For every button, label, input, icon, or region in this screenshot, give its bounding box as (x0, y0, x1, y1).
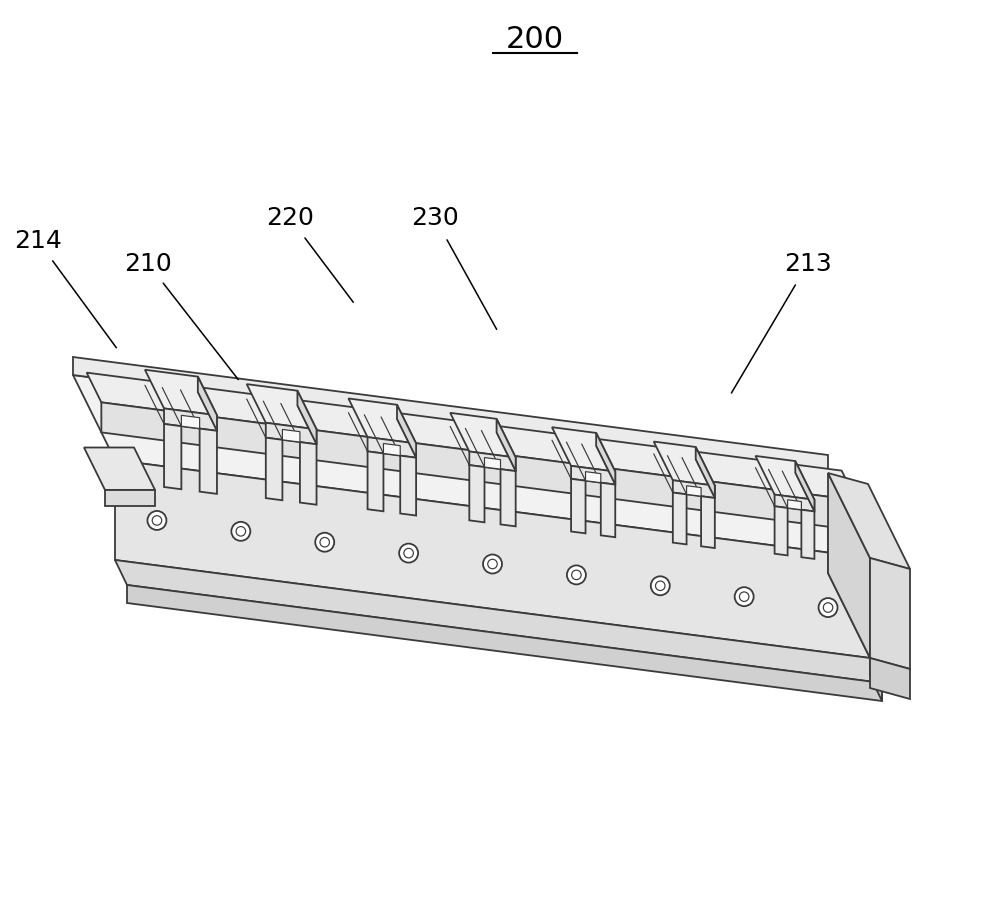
Polygon shape (795, 461, 814, 512)
Circle shape (147, 511, 166, 530)
Polygon shape (801, 510, 814, 559)
Polygon shape (73, 375, 870, 558)
Text: 230: 230 (411, 206, 459, 230)
Polygon shape (164, 408, 217, 431)
Polygon shape (571, 479, 586, 534)
Polygon shape (181, 415, 200, 428)
Polygon shape (368, 452, 383, 511)
Polygon shape (73, 357, 828, 473)
Polygon shape (297, 391, 317, 445)
Text: 200: 200 (506, 25, 564, 55)
Polygon shape (450, 413, 516, 457)
Polygon shape (84, 447, 155, 490)
Polygon shape (127, 585, 882, 701)
Text: 213: 213 (784, 252, 832, 275)
Polygon shape (870, 558, 910, 669)
Polygon shape (145, 370, 217, 415)
Text: 214: 214 (14, 229, 62, 253)
Polygon shape (775, 494, 814, 512)
Circle shape (567, 565, 586, 584)
Polygon shape (828, 473, 870, 658)
Polygon shape (484, 457, 501, 469)
Polygon shape (266, 423, 317, 445)
Polygon shape (755, 456, 814, 500)
Polygon shape (596, 433, 615, 484)
Polygon shape (87, 373, 856, 500)
Circle shape (735, 587, 754, 606)
Polygon shape (101, 403, 856, 530)
Polygon shape (198, 376, 217, 431)
Polygon shape (164, 424, 181, 489)
Circle shape (315, 533, 334, 552)
Polygon shape (654, 442, 715, 485)
Polygon shape (383, 444, 400, 455)
Polygon shape (469, 452, 516, 471)
Circle shape (651, 576, 670, 595)
Polygon shape (200, 428, 217, 494)
Polygon shape (687, 485, 701, 496)
Polygon shape (870, 658, 882, 701)
Polygon shape (673, 493, 687, 544)
Circle shape (483, 554, 502, 574)
Polygon shape (368, 437, 416, 458)
Polygon shape (696, 447, 715, 498)
Polygon shape (775, 506, 788, 555)
Polygon shape (115, 560, 882, 683)
Polygon shape (497, 419, 516, 471)
Circle shape (399, 544, 418, 563)
Polygon shape (115, 460, 870, 658)
Polygon shape (828, 473, 870, 658)
Polygon shape (828, 473, 910, 569)
Text: 220: 220 (266, 206, 314, 230)
Polygon shape (348, 398, 416, 444)
Polygon shape (501, 469, 516, 526)
Text: 210: 210 (124, 252, 172, 275)
Polygon shape (552, 427, 615, 472)
Circle shape (231, 522, 250, 541)
Polygon shape (601, 483, 615, 537)
Polygon shape (701, 496, 715, 548)
Polygon shape (673, 480, 715, 498)
Polygon shape (788, 500, 801, 510)
Polygon shape (266, 437, 282, 500)
Polygon shape (571, 466, 615, 484)
Circle shape (819, 598, 838, 617)
Polygon shape (282, 429, 300, 442)
Polygon shape (397, 405, 416, 458)
Polygon shape (586, 472, 601, 483)
Polygon shape (400, 455, 416, 515)
Polygon shape (870, 658, 910, 699)
Polygon shape (469, 465, 484, 523)
Polygon shape (247, 385, 317, 429)
Polygon shape (300, 442, 317, 504)
Polygon shape (105, 490, 155, 506)
